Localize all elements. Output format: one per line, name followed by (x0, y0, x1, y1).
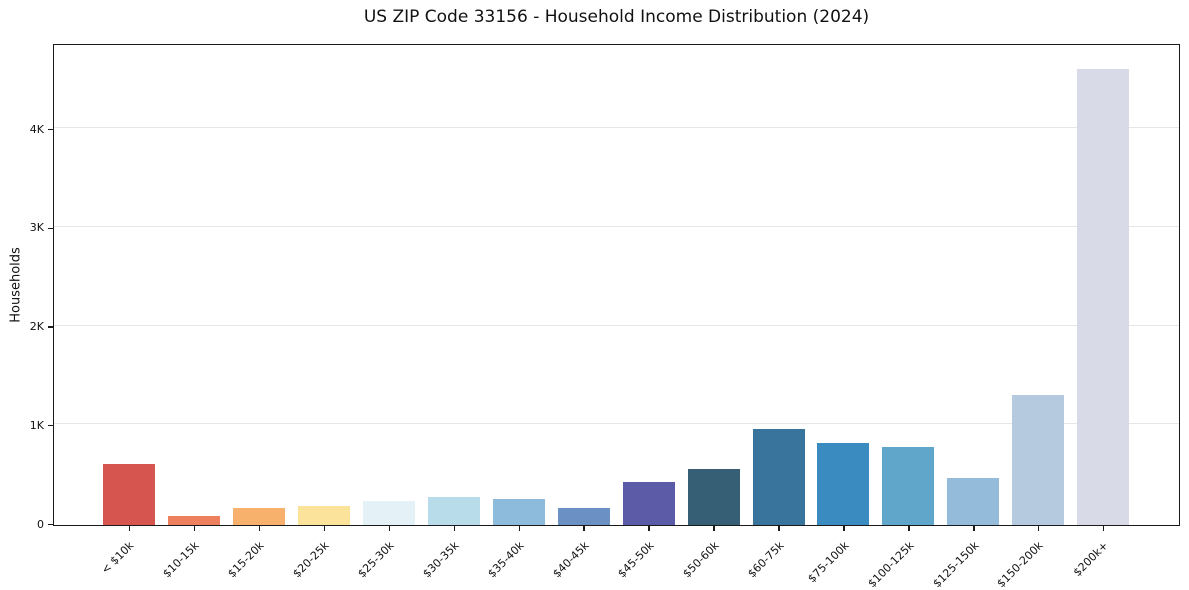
x-tick-label-text: $25-30k (355, 539, 397, 581)
chart-title: US ZIP Code 33156 - Household Income Dis… (363, 7, 870, 27)
bar-$10-15k (167, 516, 220, 525)
plot-area (53, 44, 1180, 526)
x-tick-$50-60k (713, 526, 715, 531)
x-tick-label-text: $20-25k (290, 539, 332, 581)
bar-< $10k (103, 463, 155, 525)
x-tick-$150-200k (1038, 526, 1040, 531)
gridline-2K (54, 324, 1179, 326)
x-tick-label-text: $15-20k (225, 539, 267, 581)
gridline-3K (54, 225, 1179, 227)
x-tick-label-text: $10-15k (160, 539, 202, 581)
bar-$40-45k (557, 508, 610, 525)
bar-$150-200k (1012, 394, 1065, 525)
x-tick-label-text: $200k+ (1070, 539, 1111, 580)
x-tick-label-text: $100-125k (864, 539, 917, 590)
bar-$50-60k (687, 468, 740, 525)
bar-$100-125k (882, 447, 935, 525)
x-tick-$35-40k (518, 526, 520, 531)
bar-$200k+ (1077, 68, 1130, 525)
x-tick-$15-20k (258, 526, 261, 531)
x-tick-< $10k (128, 526, 131, 531)
y-tick-label-0: 0 (37, 517, 44, 531)
x-tick-$20-25k (323, 526, 326, 531)
y-tick-3K (48, 227, 53, 229)
x-tick-$45-50k (648, 526, 650, 531)
x-tick-$200k+ (1103, 526, 1105, 531)
bar-$60-75k (752, 428, 805, 525)
y-tick-label-3K: 3K (29, 221, 44, 235)
x-tick-$40-45k (583, 526, 585, 531)
x-tick-$125-150k (973, 526, 975, 531)
x-tick-$30-35k (453, 526, 455, 531)
x-tick-$75-100k (843, 526, 845, 531)
bar-$15-20k (232, 507, 285, 525)
x-tick-label-text: $45-50k (615, 539, 657, 581)
bar-$30-35k (427, 497, 480, 525)
x-tick-label-text: $30-35k (420, 539, 462, 581)
gridline-1K (54, 423, 1179, 425)
x-tick-label-text: $125-150k (929, 539, 982, 590)
y-axis-label: Households (8, 247, 24, 323)
x-tick-label-text: $60-75k (744, 539, 787, 581)
gridline-4K (54, 127, 1179, 129)
x-tick-$100-125k (908, 526, 910, 531)
x-tick-$25-30k (388, 526, 390, 531)
x-tick-$60-75k (778, 526, 780, 531)
x-tick-label-text: $50-60k (679, 539, 722, 581)
y-tick-label-4K: 4K (29, 122, 44, 136)
x-tick-label-text: < $10k (99, 539, 137, 577)
y-tick-2K (48, 326, 53, 328)
y-tick-label-1K: 1K (29, 418, 44, 432)
bar-$45-50k (622, 482, 675, 525)
bar-$25-30k (362, 500, 415, 525)
bar-$125-150k (947, 478, 1000, 525)
y-tick-0 (48, 523, 53, 526)
bar-$20-25k (297, 505, 350, 525)
x-tick-$10-15k (193, 526, 196, 531)
y-tick-1K (48, 425, 53, 427)
x-tick-label-text: $75-100k (804, 539, 852, 586)
y-tick-label-2K: 2K (29, 320, 44, 333)
x-tick-label-text: $150-200k (994, 539, 1046, 590)
x-tick-label-text: $40-45k (550, 539, 592, 581)
bar-$75-100k (817, 443, 870, 525)
bar-$35-40k (492, 499, 545, 525)
y-tick-4K (48, 128, 53, 131)
x-tick-label-text: $35-40k (485, 539, 527, 581)
